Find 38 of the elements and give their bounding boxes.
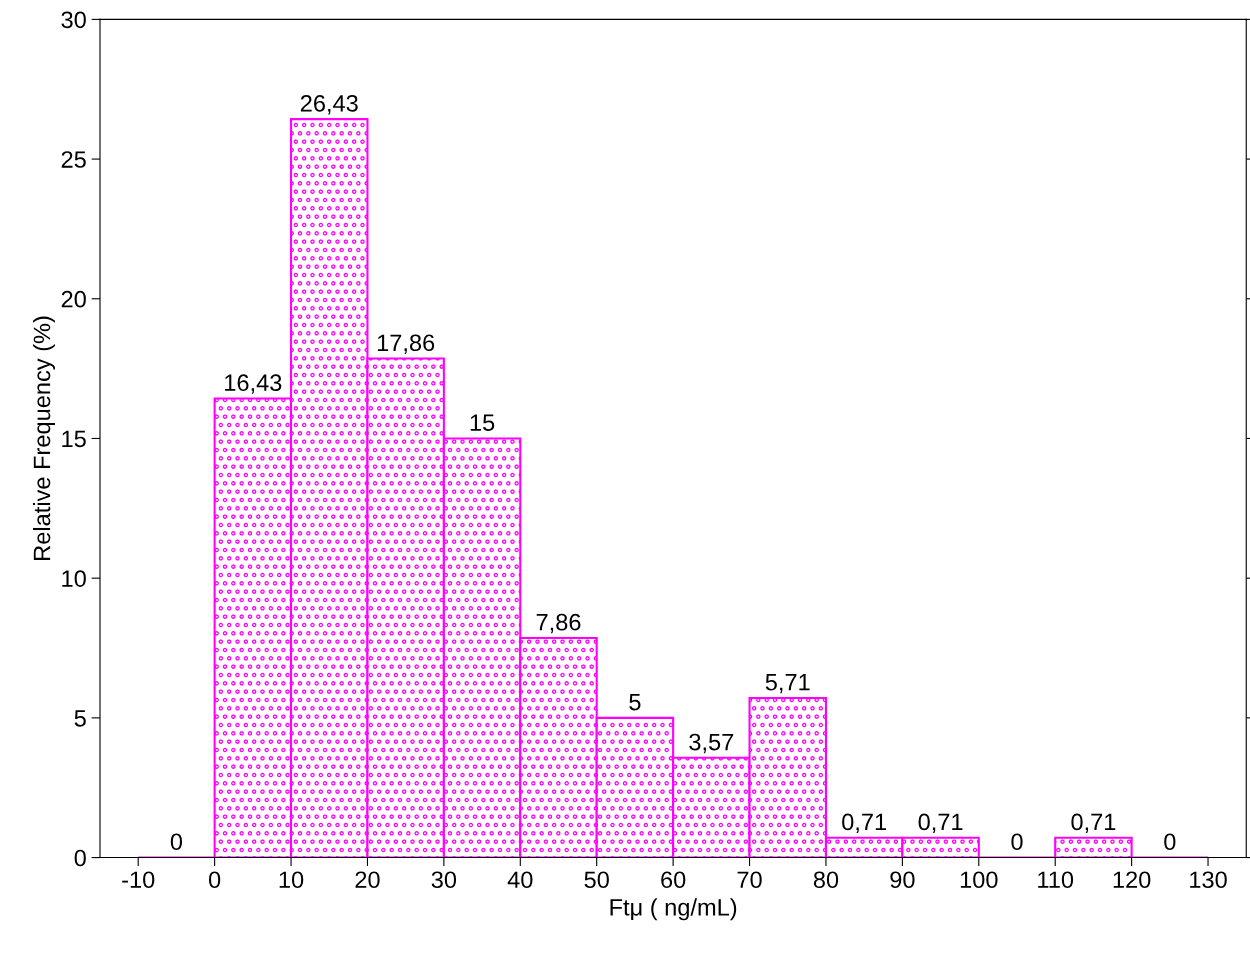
data-label: 5,71 — [765, 674, 810, 694]
y-tick-label: 25 — [61, 151, 86, 168]
data-label: 0 — [170, 833, 183, 851]
y-tick-label: 15 — [62, 430, 86, 448]
data-label: 0,71 — [1071, 813, 1116, 834]
y-tick-label: 0 — [74, 849, 86, 867]
x-tick-label: 70 — [737, 871, 762, 889]
x-tick-label: 110 — [1038, 871, 1074, 889]
data-label: 3,57 — [689, 733, 734, 754]
data-label: 0 — [1164, 833, 1176, 851]
data-label: 17,86 — [377, 334, 435, 354]
x-tick-label: 40 — [507, 871, 533, 889]
y-tick-label: 20 — [61, 290, 86, 308]
x-tick-label: 20 — [355, 871, 380, 889]
x-tick-label: 10 — [279, 871, 304, 889]
x-tick-label: 60 — [661, 871, 686, 889]
data-label: 16,43 — [225, 374, 282, 394]
x-axis-title: Ftμ ( ng/mL) — [610, 898, 737, 921]
y-tick-label: 30 — [61, 11, 86, 29]
x-tick-label: -10 — [122, 871, 155, 889]
x-tick-label: 130 — [1190, 871, 1227, 889]
x-tick-label: 30 — [431, 871, 457, 889]
y-axis-title: Relative Frequency (%) — [32, 316, 55, 560]
x-tick-label: 0 — [208, 871, 221, 889]
data-label: 0,71 — [842, 813, 886, 834]
data-label: 15 — [470, 414, 495, 432]
y-tick-label: 10 — [62, 570, 86, 587]
data-label: 26,43 — [300, 94, 358, 115]
data-label: 7,86 — [536, 613, 581, 634]
y-tick-label: 5 — [74, 710, 86, 727]
x-tick-label: 50 — [584, 871, 609, 889]
data-label: 0 — [1011, 833, 1023, 851]
x-tick-label: 120 — [1113, 871, 1151, 889]
data-label: 0,71 — [918, 813, 963, 834]
data-label: 5 — [629, 693, 641, 711]
x-tick-label: 80 — [813, 871, 839, 889]
x-tick-label: 100 — [960, 871, 998, 889]
x-tick-label: 90 — [890, 871, 915, 889]
